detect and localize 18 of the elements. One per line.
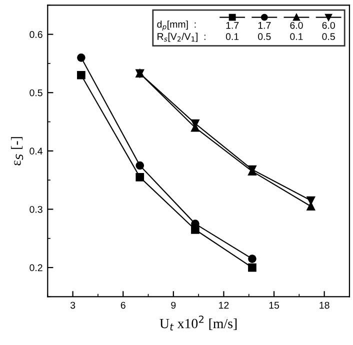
x-tick-label: 6 (120, 302, 126, 309)
x-tick-label: 18 (320, 302, 330, 309)
legend-label: 1.7 0.5 (258, 22, 271, 40)
x-tick-label: 15 (269, 302, 280, 309)
y-tick-label: 0.2 (30, 264, 42, 272)
text: d$_{p}$[mm] : R$_{s}$[V$_{2}$/V$_{1}$] : (157, 20, 206, 42)
y-tick-label: 0.3 (30, 206, 42, 213)
legend-label: 6.0 0.1 (290, 22, 303, 40)
y-axis-title: ε$_{S}$ [-] (11, 137, 24, 166)
y-tick-label: 0.6 (30, 31, 42, 38)
x-tick-label: 3 (70, 302, 76, 309)
legend-label: 6.0 0.5 (322, 22, 335, 40)
x-axis-title: U$_{t}$ x10$^{2}$ [m/s] (160, 316, 237, 330)
y-tick-label: 0.5 (30, 89, 42, 96)
legend-label: 1.7 0.1 (226, 22, 239, 40)
x-tick-label: 12 (219, 302, 229, 309)
x-tick-label: 9 (171, 302, 176, 309)
y-tick-label: 0.4 (30, 148, 43, 155)
